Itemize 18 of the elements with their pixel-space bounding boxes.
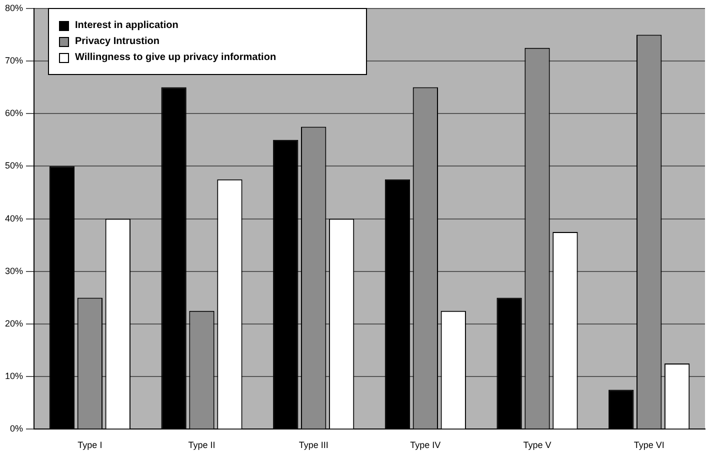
y-tick-label: 70% xyxy=(5,55,24,66)
legend-label: Willingness to give up privacy information xyxy=(75,52,276,63)
y-tick-label: 80% xyxy=(5,2,24,13)
legend-label: Interest in application xyxy=(75,20,178,31)
y-tick-label: 60% xyxy=(5,108,24,118)
x-tick-label: Type V xyxy=(523,440,552,450)
y-tick-label: 10% xyxy=(5,371,24,382)
y-tick-label: 50% xyxy=(5,160,24,171)
legend-label: Privacy Intrustion xyxy=(75,36,160,47)
y-tick-label: 40% xyxy=(5,213,24,224)
x-tick-label: Type VI xyxy=(634,440,664,450)
x-tick-label: Type II xyxy=(188,440,216,450)
x-tick-label: Type I xyxy=(78,440,102,450)
y-tick-label: 20% xyxy=(5,318,24,328)
x-tick-label: Type III xyxy=(298,440,328,450)
y-tick-label: 30% xyxy=(5,266,24,276)
y-tick-label: 0% xyxy=(10,424,24,434)
x-tick-label: Type IV xyxy=(410,440,441,450)
